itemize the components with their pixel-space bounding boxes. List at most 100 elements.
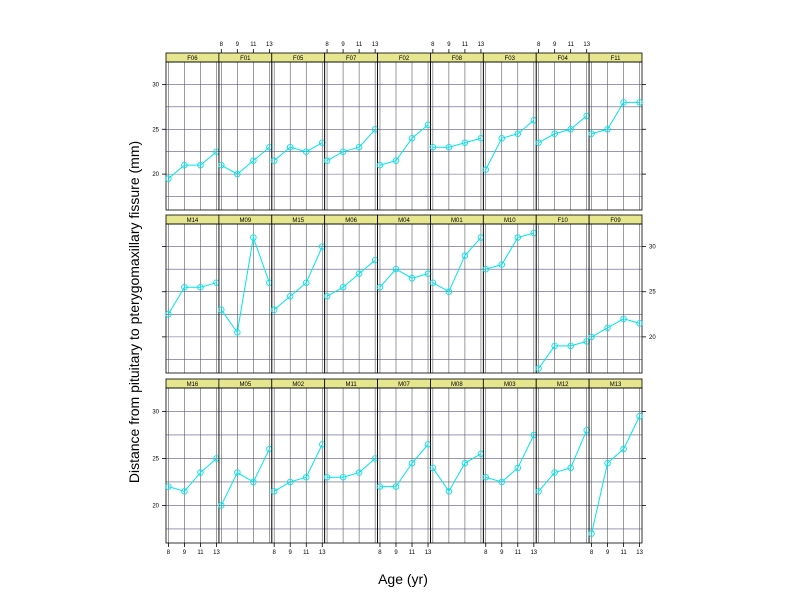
series-line-F09	[591, 318, 640, 338]
panel-F07: F07	[323, 52, 379, 211]
axes-ticks: 8 9 11 13 8 9 11 13 8 9 11 13 8 9 11 13 8 9 11 13 8 9 11 13 8 9 11…	[152, 42, 656, 556]
panel-F06: F06	[165, 52, 220, 211]
data-point	[355, 469, 363, 476]
data-point	[234, 329, 241, 336]
x-tick-label: 11	[303, 550, 310, 556]
x-tick-label: 11	[620, 550, 627, 556]
data-point	[355, 270, 363, 277]
data-point	[604, 324, 611, 332]
data-point	[323, 157, 331, 164]
series-line-M03	[485, 434, 535, 483]
panel-strip-label: F07	[346, 56, 357, 62]
series-line-F02	[379, 124, 429, 166]
series-line-M04	[379, 268, 429, 288]
series-line-F05	[273, 142, 323, 162]
series-line-M06	[326, 259, 376, 297]
panel-strip-label: M07	[398, 382, 410, 388]
data-point	[355, 143, 363, 151]
data-point	[218, 306, 225, 314]
series-line-M10	[485, 232, 534, 270]
data-point	[482, 265, 489, 273]
panel-M01: M01	[429, 214, 485, 374]
x-tick-label: 13	[266, 42, 273, 48]
panel-strip-label: F04	[557, 56, 568, 62]
x-tick-label: 8	[220, 42, 224, 48]
data-point	[482, 166, 489, 173]
panel-M06: M06	[323, 214, 379, 374]
panel-M09: M09	[218, 214, 273, 374]
data-point	[461, 252, 469, 259]
y-tick-label: 20	[649, 335, 656, 341]
x-tick-label: 13	[583, 42, 590, 48]
x-tick-label: 11	[515, 550, 522, 556]
x-tick-label: 11	[197, 550, 204, 556]
x-tick-label: 13	[213, 550, 220, 556]
x-axis-title: Age (yr)	[378, 571, 428, 587]
x-tick-label: 9	[183, 550, 187, 556]
data-point	[535, 139, 542, 146]
series-line-M11	[327, 458, 376, 478]
panel-strip-label: F09	[610, 218, 621, 224]
series-line-M02	[273, 444, 323, 492]
x-tick-label: 9	[553, 42, 557, 48]
panel-strip-label: M02	[292, 382, 304, 388]
data-point	[376, 283, 384, 291]
panel-F01: F01	[218, 52, 273, 211]
x-tick-label: 11	[250, 42, 257, 48]
data-point	[339, 283, 347, 291]
panel-F10: F10	[535, 214, 590, 374]
data-point	[514, 130, 522, 138]
y-tick-label: 25	[152, 127, 159, 133]
x-tick-label: 9	[394, 550, 398, 556]
panel-strip-label: M01	[451, 218, 463, 224]
panel-M07: M07	[376, 378, 432, 544]
x-tick-label: 8	[378, 550, 382, 556]
data-point	[250, 478, 257, 486]
data-point	[270, 157, 278, 164]
y-tick-label: 25	[152, 456, 159, 462]
data-point	[408, 134, 416, 142]
series-line-F06	[168, 151, 217, 179]
panel-strip-label: F01	[240, 56, 251, 62]
panel-frame	[588, 61, 643, 211]
x-tick-label: 9	[341, 42, 345, 48]
panel-M08: M08	[429, 378, 485, 544]
x-tick-label: 13	[425, 550, 432, 556]
data-point	[181, 161, 188, 169]
data-point	[302, 473, 310, 481]
x-tick-label: 13	[530, 550, 537, 556]
data-point	[286, 292, 294, 300]
y-tick-label: 30	[152, 82, 159, 88]
panel-strip-label: M06	[345, 218, 357, 224]
panel-strip-label: F03	[505, 56, 516, 62]
data-point	[429, 279, 437, 286]
data-point	[636, 412, 643, 420]
series-line-F07	[326, 128, 376, 162]
data-point	[461, 139, 469, 146]
panel-strip-label: F11	[611, 56, 622, 62]
data-point	[498, 134, 506, 142]
x-tick-label: 11	[356, 42, 363, 48]
panel-strip-label: F10	[557, 218, 568, 224]
data-point	[165, 311, 172, 318]
series-line-M13	[591, 415, 641, 534]
x-tick-label: 9	[500, 550, 504, 556]
panel-frame	[588, 223, 643, 374]
series-line-M15	[273, 246, 323, 311]
data-point	[636, 320, 643, 327]
x-tick-label: 9	[606, 550, 610, 556]
y-tick-label: 20	[152, 172, 159, 178]
panel-strip-label: F06	[187, 56, 198, 62]
panel-frame	[588, 387, 643, 544]
x-tick-label: 8	[537, 42, 541, 48]
data-point	[551, 469, 558, 476]
data-point	[302, 148, 310, 155]
panel-F09: F09	[588, 214, 643, 374]
x-tick-label: 11	[409, 550, 416, 556]
series-line-F11	[591, 101, 640, 135]
series-line-M01	[432, 237, 482, 293]
series-line-M08	[432, 453, 482, 493]
x-tick-label: 9	[447, 42, 451, 48]
x-tick-label: 13	[636, 550, 643, 556]
